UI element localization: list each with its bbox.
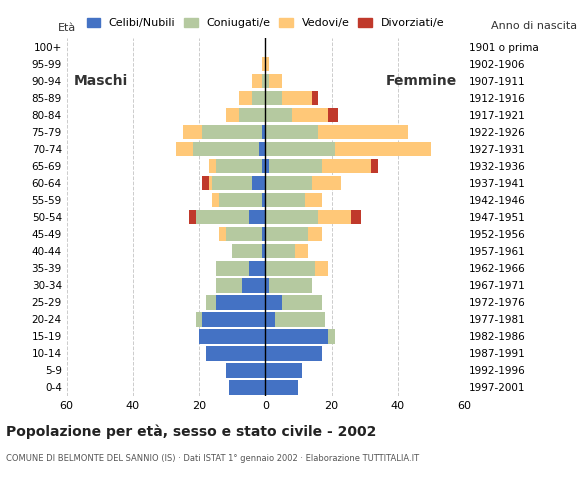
Bar [266,329,328,344]
Bar [282,295,322,310]
Bar [335,142,431,156]
Bar [318,125,408,139]
Bar [209,159,216,173]
Bar [305,193,322,207]
Bar [266,176,311,191]
Bar [219,193,262,207]
Bar [262,74,266,88]
Bar [226,108,239,122]
Bar [252,74,262,88]
Bar [266,346,322,360]
Bar [351,210,361,225]
Bar [226,363,266,378]
Bar [216,295,266,310]
Bar [252,176,266,191]
Bar [311,91,318,105]
Bar [266,244,295,259]
Bar [262,244,266,259]
Bar [266,91,282,105]
Bar [266,193,305,207]
Bar [242,278,266,292]
Bar [276,312,325,326]
Bar [206,295,216,310]
Bar [189,210,196,225]
Bar [309,227,322,241]
Bar [292,108,328,122]
Bar [229,380,266,395]
Bar [219,227,226,241]
Bar [209,176,212,191]
Bar [266,159,269,173]
Bar [322,159,371,173]
Bar [226,227,262,241]
Bar [176,142,193,156]
Text: Maschi: Maschi [73,74,128,88]
Bar [216,278,242,292]
Bar [262,159,266,173]
Bar [252,91,266,105]
Bar [266,363,302,378]
Bar [202,125,262,139]
Bar [216,261,249,276]
Bar [266,125,318,139]
Bar [202,176,209,191]
Legend: Celibi/Nubili, Coniugati/e, Vedovi/e, Divorziati/e: Celibi/Nubili, Coniugati/e, Vedovi/e, Di… [82,13,449,33]
Bar [196,210,249,225]
Bar [266,74,269,88]
Text: Popolazione per età, sesso e stato civile - 2002: Popolazione per età, sesso e stato civil… [6,425,376,439]
Bar [216,159,262,173]
Bar [262,227,266,241]
Bar [269,159,322,173]
Bar [371,159,378,173]
Bar [282,91,311,105]
Bar [315,261,328,276]
Bar [266,57,269,71]
Bar [232,244,262,259]
Bar [266,380,299,395]
Bar [249,261,266,276]
Text: Anno di nascita: Anno di nascita [491,21,577,31]
Bar [262,125,266,139]
Bar [183,125,202,139]
Bar [328,108,338,122]
Bar [266,295,282,310]
Bar [269,74,282,88]
Bar [266,278,269,292]
Bar [318,210,351,225]
Bar [262,57,266,71]
Bar [202,312,266,326]
Bar [262,193,266,207]
Bar [311,176,342,191]
Bar [193,142,259,156]
Bar [295,244,309,259]
Bar [266,108,292,122]
Bar [266,142,335,156]
Text: COMUNE DI BELMONTE DEL SANNIO (IS) · Dati ISTAT 1° gennaio 2002 · Elaborazione T: COMUNE DI BELMONTE DEL SANNIO (IS) · Dat… [6,454,419,463]
Text: Femmine: Femmine [386,74,458,88]
Bar [212,193,219,207]
Bar [259,142,266,156]
Bar [239,91,252,105]
Text: Età: Età [57,24,76,33]
Bar [269,278,311,292]
Bar [328,329,335,344]
Bar [266,210,318,225]
Bar [249,210,266,225]
Bar [239,108,266,122]
Bar [196,312,202,326]
Bar [212,176,252,191]
Bar [199,329,266,344]
Bar [266,227,309,241]
Bar [266,261,315,276]
Bar [206,346,266,360]
Bar [266,312,275,326]
